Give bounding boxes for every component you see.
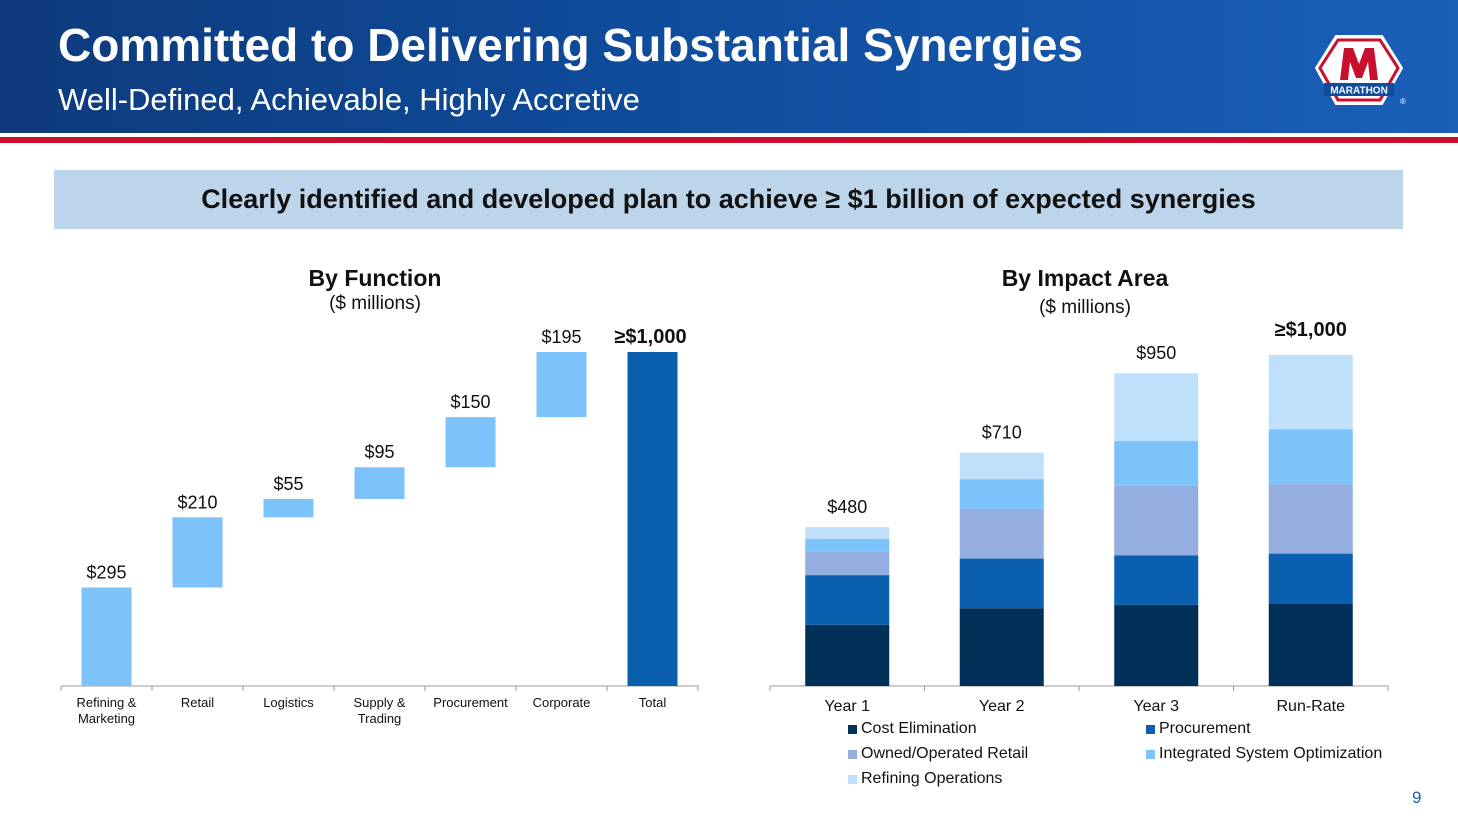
x-tick-label: Total [639, 695, 667, 710]
bar-supply-trading [354, 467, 405, 499]
x-tick-label: Logistics [263, 695, 314, 710]
logo-text: MARATHON [1330, 86, 1388, 97]
page-subtitle: Well-Defined, Achievable, Highly Accreti… [58, 82, 640, 117]
legend-item-refining-operations: Refining Operations [848, 770, 1002, 788]
impact-chart-subtitle: ($ millions) [1039, 297, 1131, 318]
legend-label: Integrated System Optimization [1159, 745, 1383, 762]
bar-retail [172, 517, 223, 588]
header-bar: Committed to Delivering Substantial Syne… [0, 0, 1458, 133]
legend-item-integrated-system-optimization: Integrated System Optimization [1146, 745, 1382, 763]
x-tick-label: Marketing [78, 711, 135, 726]
marathon-logo: MARATHON ® [1314, 35, 1406, 106]
data-label-total: ≥$1,000 [614, 326, 686, 348]
bar-total [627, 352, 678, 686]
page-number: 9 [1412, 788, 1422, 807]
legend-item-owned-operated-retail: Owned/Operated Retail [848, 745, 1028, 763]
legend-label: Cost Elimination [861, 720, 977, 737]
banner-text: Clearly identified and developed plan to… [201, 184, 1256, 214]
legend-label: Owned/Operated Retail [861, 745, 1029, 762]
data-label-logistics: $55 [273, 474, 303, 494]
function-chart-title: By Function [308, 265, 442, 291]
header-divider-red [0, 137, 1458, 143]
data-label-procurement: $150 [450, 392, 490, 412]
legend-label: Procurement [1159, 720, 1251, 737]
synergy-banner: Clearly identified and developed plan to… [54, 170, 1403, 229]
legend-item-procurement: Procurement [1146, 720, 1251, 738]
x-tick-label: Procurement [433, 695, 508, 710]
legend-swatch [848, 774, 857, 784]
bar-refining-marketing [81, 587, 132, 686]
data-label-refining-marketing: $295 [86, 562, 126, 582]
legend-swatch [1146, 724, 1155, 734]
data-label-retail: $210 [177, 492, 217, 512]
x-tick-label: Retail [181, 695, 214, 710]
data-label-supply-trading: $95 [364, 442, 394, 462]
legend-swatch [848, 724, 857, 734]
bar-procurement [445, 417, 496, 468]
bar-logistics [263, 498, 314, 518]
x-tick-label: Supply & [353, 695, 405, 710]
x-tick-label: Corporate [533, 695, 591, 710]
header-divider-white [0, 133, 1458, 137]
legend-swatch [848, 749, 857, 759]
page-title: Committed to Delivering Substantial Syne… [58, 19, 1083, 71]
logo-registered-mark: ® [1400, 97, 1406, 106]
x-tick-label: Refining & [77, 695, 137, 710]
data-label-corporate: $195 [541, 327, 581, 347]
impact-chart-title: By Impact Area [1001, 265, 1169, 291]
bar-corporate [536, 352, 587, 418]
x-tick-label: Trading [358, 711, 402, 726]
legend-swatch [1146, 749, 1155, 759]
function-chart-subtitle: ($ millions) [329, 293, 421, 314]
legend-label: Refining Operations [861, 770, 1003, 787]
legend-item-cost-elimination: Cost Elimination [848, 720, 977, 738]
